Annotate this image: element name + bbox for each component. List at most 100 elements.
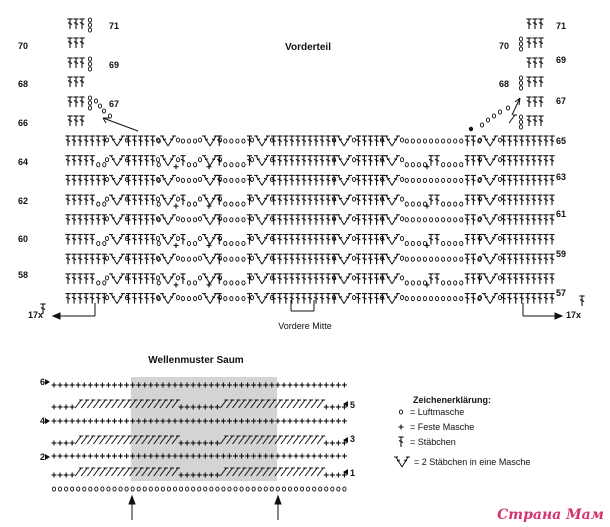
chain-icon [497,176,503,182]
chain-icon [249,275,255,281]
chain-icon [404,240,409,247]
treble-icon [300,135,308,147]
v-treble-icon [108,253,126,265]
row-number: 57 [556,288,566,298]
plus-icon [423,163,431,170]
treble-icon [524,135,531,147]
treble-icon [76,155,84,167]
v-treble-icon [253,155,271,167]
chain-icon [197,235,203,242]
chain-icon [318,486,323,492]
plus-icon [56,439,64,447]
treble-icon [66,115,74,127]
treble-icon [542,194,550,206]
treble-icon [312,273,320,285]
treble-icon [542,233,550,246]
chain-icon [197,216,203,222]
chain-icon [197,295,203,301]
treble-icon [506,174,513,186]
plus-icon [323,381,330,389]
treble-icon [64,214,72,226]
row-direction-arrow-icon [45,418,50,424]
chain-icon [197,137,203,143]
treble-icon [361,293,368,305]
plus-icon [56,403,64,411]
chain-icon [223,296,228,302]
chain-icon [58,486,63,492]
chain-icon [351,235,357,242]
treble-icon [131,253,138,265]
treble-icon [512,155,519,167]
chain-icon [351,157,357,163]
plus-icon [286,417,294,425]
treble-icon [306,135,314,147]
chain-icon [175,255,181,261]
chain-icon [180,138,186,144]
v-treble-icon [481,174,499,186]
treble-icon [78,96,86,108]
chain-icon [518,124,524,130]
v-treble-icon [108,155,126,167]
treble-icon [525,115,533,127]
chain-icon [87,61,93,67]
chain-icon [235,296,240,302]
treble-icon [367,214,374,226]
chain-icon [459,280,464,286]
chain-icon [249,235,255,242]
chain-icon [104,216,110,222]
chain-icon [155,235,161,242]
treble-icon [179,194,187,206]
chain-icon [70,486,75,492]
treble-icon [137,155,144,167]
treble-icon [464,233,471,246]
treble-icon [143,194,150,206]
row-number: 58 [18,270,28,280]
plus-icon [292,381,300,389]
treble-icon [512,253,519,265]
treble-icon [70,174,78,186]
front-panel-chart: 70 68 66 64 62 60 58 71 69 67 71 69 67 65 63 61 59 57 70 68 [18,17,566,305]
chain-icon [351,137,357,143]
v-treble-icon [383,234,401,245]
plus-icon [111,381,118,389]
treble-icon [294,135,302,147]
chain-icon [235,162,240,168]
plus-icon [117,417,124,425]
treble-icon [536,273,544,285]
plus-icon [286,381,294,389]
legend-v-treble-icon [393,456,411,468]
plus-icon [280,417,287,425]
treble-icon [101,253,108,265]
treble-icon [542,293,550,305]
plus-icon [311,381,318,389]
treble-icon [524,233,531,246]
v-treble-icon [335,273,353,285]
chain-icon [241,162,246,168]
chain-icon [505,105,511,111]
treble-icon [282,155,289,167]
treble-icon [537,57,545,69]
row-direction-arrow-icon [45,379,50,385]
chain-icon [209,486,214,492]
chain-icon [441,177,446,183]
plus-icon [69,452,76,460]
v-treble-icon [159,174,177,186]
v-treble-icon [159,194,177,206]
treble-icon [506,135,513,147]
repeat-shade [131,377,277,481]
treble-icon [318,233,326,246]
plus-icon [50,403,58,411]
plus-icon [292,417,300,425]
plus-icon [423,203,431,210]
treble-icon [542,135,550,147]
plus-icon [75,417,82,425]
v-treble-icon [201,253,219,265]
treble-icon [506,233,513,246]
plus-icon [423,281,431,288]
treble-icon [361,135,368,147]
plus-icon [93,452,100,460]
treble-icon [530,273,537,285]
treble-icon [536,233,544,246]
treble-icon [361,253,368,265]
